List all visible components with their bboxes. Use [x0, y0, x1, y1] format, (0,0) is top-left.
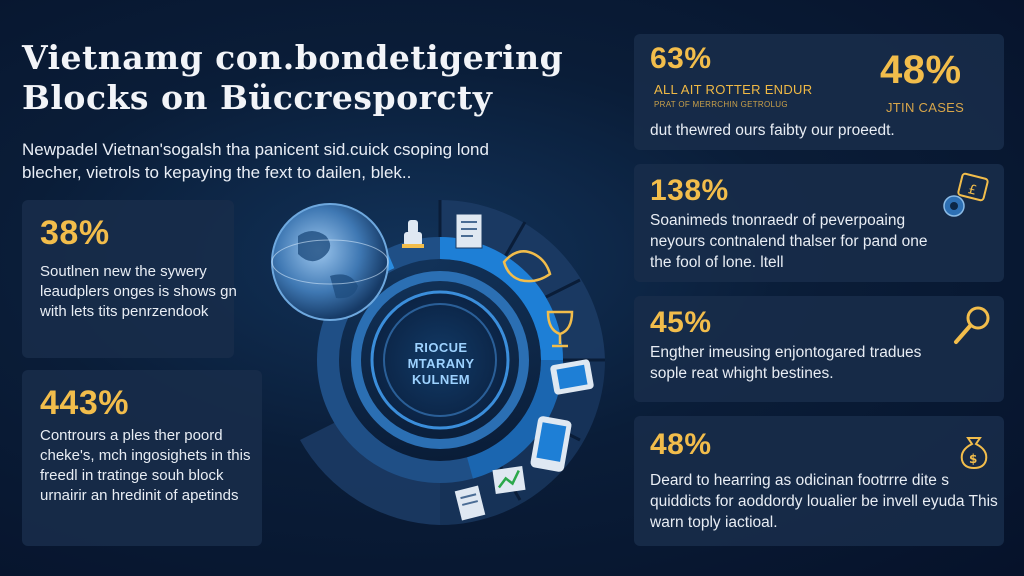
page-title: Vietnamg con.bondetigering Blocks on Büc…: [22, 38, 582, 118]
certificate-icon: £: [943, 172, 989, 217]
label-small: PRAT OF MERRCHIN GETROLUG: [654, 100, 788, 109]
subtitle-line2: blecher, vietrols to kepaying the fext t…: [22, 163, 412, 182]
handshake-icon: [502, 250, 552, 283]
svg-text:£: £: [966, 182, 978, 199]
stat-percent: 138%: [650, 174, 729, 207]
stat-percent: 48%: [650, 428, 712, 461]
stat-card-left-2: 443% Contrours a ples ther poord cheke's…: [22, 370, 262, 546]
magnifier-icon: [954, 306, 990, 344]
tablet-icon: [550, 359, 594, 395]
subtitle-line1: Newpadel Vietnan'sogalsh tha panicent si…: [22, 140, 489, 159]
money-bag-icon: $: [960, 437, 988, 470]
globe-icon: [271, 203, 389, 321]
page-title-line1: Vietnamg con.bondetigering: [22, 38, 564, 77]
stat-percent: 45%: [650, 306, 712, 339]
stat-text: Deard to hearring as odicinan footrrre d…: [650, 472, 998, 531]
stat-card-right-2: 138% Soanimeds tnonraedr of peverpoaing …: [634, 164, 1004, 282]
chart-icon: [492, 466, 526, 494]
stat-percent: 38%: [40, 214, 110, 252]
trophy-icon: [546, 310, 574, 348]
stat-percent: 63%: [650, 42, 712, 75]
page-title-line2: Blocks on Büccresporcty: [22, 78, 493, 117]
stat-text: Soutlnen new the sywery leaudplers onges…: [40, 263, 237, 320]
stat-text: Contrours a ples ther poord cheke's, mch…: [40, 427, 251, 504]
stat-card-right-3: 45% Engther imeusing enjontogared tradue…: [634, 296, 1004, 402]
stat-percent: 443%: [40, 384, 129, 422]
smartphone-icon: [530, 416, 572, 472]
center-label: RIOCUE MTARANY KULNEM: [386, 340, 496, 388]
document-icon: [455, 213, 483, 249]
stamp-icon: [402, 220, 424, 248]
stat-card-left-1: 38% Soutlnen new the sywery leaudplers o…: [22, 200, 237, 358]
center-label-line2: MTARANY: [407, 356, 475, 371]
stat-card-right-1: 63% 48% ALL AIT ROTTER ENDUR PRAT OF MER…: [634, 34, 1004, 150]
center-label-line1: RIOCUE: [414, 340, 468, 355]
stat-text: Soanimeds tnonraedr of peverpoaing neyou…: [650, 212, 928, 271]
label-cases: JTIN CASES: [886, 100, 965, 115]
certificate-icon: [454, 485, 486, 521]
stat-percent-secondary: 48%: [880, 48, 962, 92]
stat-text: dut thewred ours faibty our proeedt.: [650, 122, 895, 139]
stat-card-right-4: 48% Deard to hearring as odicinan footrr…: [634, 416, 1004, 546]
stat-text: Engther imeusing enjontogared tradues so…: [650, 344, 922, 382]
label-upper: ALL AIT ROTTER ENDUR: [654, 82, 813, 97]
svg-text:$: $: [969, 452, 977, 466]
center-label-line3: KULNEM: [411, 372, 470, 387]
page-subtitle: Newpadel Vietnan'sogalsh tha panicent si…: [22, 138, 602, 184]
